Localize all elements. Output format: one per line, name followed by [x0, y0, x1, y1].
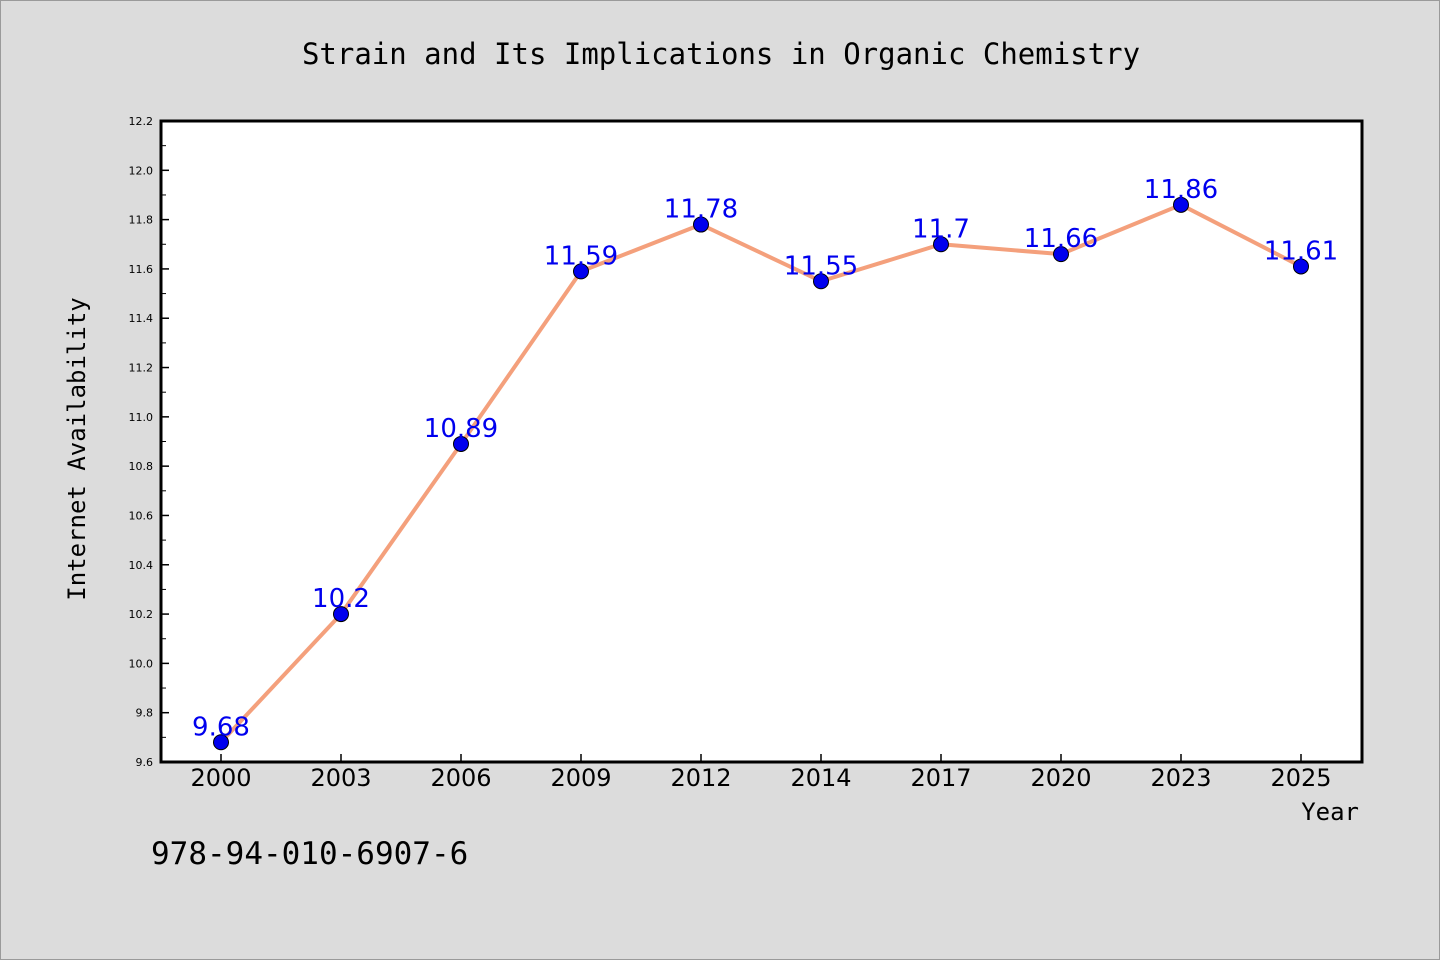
data-point [933, 236, 949, 253]
data-label: 11.66 [1024, 224, 1098, 254]
data-labels: 9.68 10.2 10.89 11.59 11.78 11.55 11.7 11.66 11.… [192, 175, 1338, 742]
y-tick-label: 10.2 [129, 608, 154, 621]
x-tick-label: 2012 [670, 764, 731, 792]
y-tick-label: 12.0 [129, 164, 154, 177]
data-label: 11.7 [912, 214, 970, 244]
series-line [219, 202, 1302, 744]
data-point [1053, 246, 1069, 263]
data-point [573, 263, 589, 280]
chart-title: Strain and Its Implications in Organic C… [302, 37, 1140, 71]
data-point [813, 273, 829, 290]
x-tick-label: 2025 [1270, 764, 1331, 792]
series-layer [213, 196, 1309, 751]
y-tick-label: 11.6 [129, 263, 154, 276]
x-tick-label: 2020 [1030, 764, 1091, 792]
data-label: 11.86 [1144, 175, 1218, 205]
y-tick-label: 9.6 [136, 756, 154, 769]
data-point [333, 606, 349, 623]
y-axis-label: Internet Availability [63, 297, 91, 600]
data-label: 9.68 [192, 712, 250, 742]
data-label: 11.55 [784, 251, 858, 281]
data-label: 11.61 [1264, 236, 1338, 266]
data-point [453, 435, 469, 452]
y-tick-label: 10.4 [129, 559, 154, 572]
x-axis: 2000 2003 2006 2009 2012 2014 2017 2020 2023 2025 [190, 754, 1332, 792]
plot-area [159, 119, 1364, 764]
isbn-text: 978-94-010-6907-6 [151, 836, 468, 872]
x-tick-label: 2000 [190, 764, 251, 792]
data-point [1293, 258, 1309, 275]
y-tick-label: 10.0 [129, 657, 154, 670]
x-tick-label: 2014 [790, 764, 851, 792]
y-tick-label: 12.2 [129, 115, 154, 128]
x-axis-label: Year [1301, 798, 1359, 826]
y-tick-label: 11.8 [129, 214, 154, 227]
data-point [1173, 196, 1189, 213]
data-point [213, 734, 229, 751]
data-point [693, 216, 709, 233]
x-tick-label: 2023 [1150, 764, 1211, 792]
x-tick-label: 2017 [910, 764, 971, 792]
data-label: 10.2 [312, 584, 370, 614]
y-tick-label: 11.2 [129, 362, 154, 375]
data-label: 10.89 [424, 414, 498, 444]
data-label: 11.78 [664, 195, 738, 225]
y-axis: 9.6 9.8 10.0 10.2 10.4 10.6 10.8 11.0 11.2 11.4 11… [129, 115, 169, 769]
x-tick-label: 2009 [550, 764, 611, 792]
y-tick-label: 10.8 [129, 460, 154, 473]
y-tick-label: 11.0 [129, 411, 154, 424]
y-tick-label: 11.4 [129, 312, 154, 325]
y-tick-label: 9.8 [136, 707, 154, 720]
x-tick-label: 2003 [310, 764, 371, 792]
y-tick-label: 10.6 [129, 509, 154, 522]
data-label: 11.59 [544, 241, 618, 271]
x-tick-label: 2006 [430, 764, 491, 792]
